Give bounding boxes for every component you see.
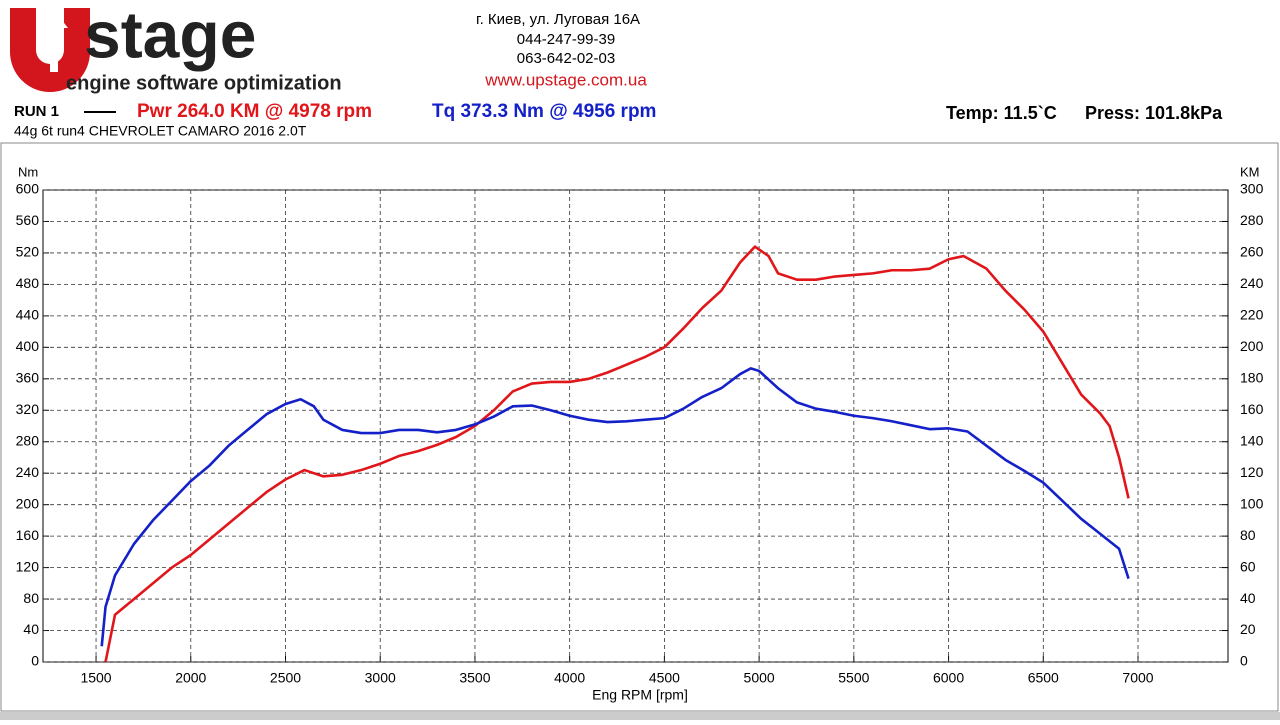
y2-tick-label: 20 [1240,621,1256,637]
y-axis-label: Nm [18,164,38,179]
website: www.upstage.com.ua [484,70,647,89]
phone: 044-247-99-39 [517,31,615,48]
y-tick-label: 80 [23,590,39,606]
y-tick-label: 320 [16,401,40,417]
x-tick-label: 2000 [175,670,206,686]
y-tick-label: 560 [16,212,40,228]
y2-tick-label: 240 [1240,275,1264,291]
y-tick-label: 600 [16,181,40,197]
y2-tick-label: 220 [1240,307,1264,323]
series-line [100,367,1130,647]
y2-tick-label: 180 [1240,370,1264,386]
y-tick-label: 440 [16,307,40,323]
x-tick-label: 1500 [80,670,111,686]
y2-tick-label: 260 [1240,244,1264,260]
address: г. Киев, ул. Луговая 16А [476,11,640,28]
logo-u [10,8,90,92]
y2-tick-label: 280 [1240,212,1264,228]
y2-tick-label: 300 [1240,181,1264,197]
y-tick-label: 40 [23,621,39,637]
y-tick-label: 120 [16,558,40,574]
temperature: Temp: 11.5`C [946,103,1057,123]
y-tick-label: 520 [16,244,40,260]
logo-tagline: engine software optimization [66,72,342,94]
y2-tick-label: 60 [1240,558,1256,574]
x-tick-label: 4500 [649,670,680,686]
legend-entry: Pwr 264.0 KM @ 4978 rpm [137,101,372,122]
plot-area [42,189,1229,663]
y-tick-label: 200 [16,495,40,511]
y-tick-label: 400 [16,338,40,354]
y-tick-label: 0 [31,653,39,669]
y2-tick-label: 140 [1240,432,1264,448]
y-tick-label: 360 [16,370,40,386]
y2-tick-label: 120 [1240,464,1264,480]
run-label: RUN 1 [14,103,59,120]
y2-tick-label: 160 [1240,401,1264,417]
x-tick-label: 3500 [459,670,490,686]
y-tick-label: 480 [16,275,40,291]
y2-tick-label: 100 [1240,495,1264,511]
y2-tick-label: 40 [1240,590,1256,606]
y2-tick-label: 80 [1240,527,1256,543]
legend-entry: Tq 373.3 Nm @ 4956 rpm [432,101,656,122]
y-tick-label: 160 [16,527,40,543]
y-tick-label: 240 [16,464,40,480]
x-tick-label: 2500 [270,670,301,686]
x-tick-label: 4000 [554,670,585,686]
x-tick-label: 5500 [838,670,869,686]
logo-arrow [40,10,68,72]
y-tick-label: 280 [16,432,40,448]
y2-tick-label: 200 [1240,338,1264,354]
x-tick-label: 6500 [1028,670,1059,686]
chart-frame [0,142,1279,712]
x-tick-label: 7000 [1122,670,1153,686]
phone: 063-642-02-03 [517,50,615,67]
bottom-strip [0,712,1280,720]
x-tick-label: 5000 [744,670,775,686]
series-line [104,245,1130,663]
y2-axis-label: KM [1240,164,1260,179]
x-tick-label: 6000 [933,670,964,686]
x-tick-label: 3000 [365,670,396,686]
y2-tick-label: 0 [1240,653,1248,669]
subtitle: 44g 6t run4 CHEVROLET CAMARO 2016 2.0T [14,123,307,139]
x-axis-label: Eng RPM [rpm] [592,687,688,703]
pressure: Press: 101.8kPa [1085,103,1223,123]
logo-text: stage [84,0,256,71]
